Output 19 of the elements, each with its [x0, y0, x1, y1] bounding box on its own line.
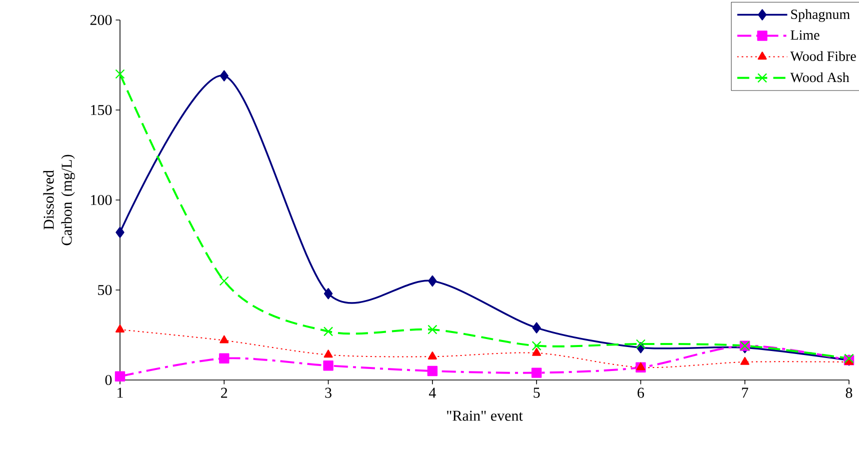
x-tick-label: 3 — [325, 388, 332, 398]
x-tick-label: 2 — [221, 388, 228, 398]
y-tick-label: 200 — [90, 14, 112, 26]
y-tick-label: 150 — [91, 104, 112, 116]
x-tick-label: 6 — [638, 388, 644, 398]
legend-label: Sphagnum — [791, 9, 850, 22]
x-tick-label: 8 — [846, 388, 852, 398]
x-tick-label: 4 — [428, 388, 436, 398]
legend-label: Wood Ash — [790, 72, 850, 82]
x-tick-label: 5 — [534, 388, 540, 398]
y-tick-label: 0 — [105, 374, 112, 386]
x-axis-title: "Rain" event — [447, 410, 523, 421]
x-tick-label: 7 — [742, 388, 748, 398]
y-tick-label: 100 — [91, 194, 112, 206]
x-tick-label: 1 — [118, 388, 123, 398]
legend-label: Wood Fibre — [790, 51, 856, 62]
y-tick-label: 50 — [98, 284, 112, 296]
y-axis-title: Dissolved Carbon (mg/L) — [43, 154, 75, 246]
legend-label: Lime — [790, 30, 820, 40]
